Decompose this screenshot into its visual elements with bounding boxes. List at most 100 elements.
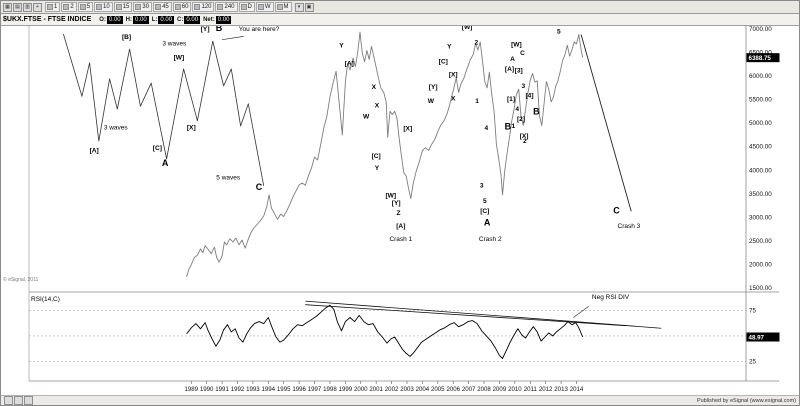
timeframe-5-button[interactable]: 5 (77, 2, 94, 12)
year-label: 2003 (400, 386, 414, 393)
rsi-annotation: Neg RSI DIV (592, 294, 630, 301)
wave-label: W (428, 98, 435, 105)
wave-label: W (363, 113, 370, 120)
timeframe-240-button[interactable]: 240 (215, 2, 238, 12)
timeframe-1-button[interactable]: 1 (45, 2, 61, 12)
timeframe-120-button[interactable]: 120 (192, 2, 215, 12)
menu-grid-icon[interactable]: ▦ (3, 2, 12, 12)
wave-label: B (505, 122, 512, 132)
wave-label: [B] (122, 34, 131, 41)
window-tab-icon[interactable] (4, 396, 13, 405)
timeframe-30-button[interactable]: 30 (133, 2, 153, 12)
year-label: 2010 (508, 386, 522, 393)
year-label: 1991 (215, 386, 229, 393)
wave-label: X (375, 103, 380, 110)
rsi-tick-label: 25 (749, 359, 757, 366)
timeframe-D-button[interactable]: D (238, 2, 255, 12)
copyright-note: © eSignal, 2011 (3, 277, 39, 283)
wave-label: C (520, 50, 525, 57)
quote-fields: O: 0.00 H: 0.00 L: 0.00 C: 0.00 Net: 0.00 (96, 15, 232, 24)
timeframe-10-button[interactable]: 10 (94, 2, 113, 12)
wave-label: C (613, 206, 620, 216)
publisher-note: Published by eSignal (www.esignal.com) (696, 397, 796, 404)
price-tick-label: 2000.00 (749, 262, 772, 269)
year-label: 2004 (416, 386, 430, 393)
wave-label: [X] (449, 71, 458, 78)
wave-label: [W] (462, 24, 473, 31)
quote-field-label: C: (177, 16, 184, 23)
wave-label: 3 (521, 83, 525, 90)
wave-label: 4 (485, 125, 489, 132)
chart-window-icon[interactable]: ▤ (13, 2, 22, 12)
year-label: 2013 (554, 386, 568, 393)
wave-label: Crash 3 (618, 223, 641, 230)
timeframe-45-button[interactable]: 45 (153, 2, 172, 12)
wave-label: [C] (372, 153, 381, 160)
wave-label: 5 (483, 198, 487, 205)
timeframe-W-button[interactable]: W (255, 2, 274, 12)
wave-label: [C] (480, 208, 489, 215)
rsi-line (186, 304, 584, 359)
last-price-badge (746, 53, 780, 63)
wave-label: [C] (439, 58, 448, 65)
year-label: 1994 (262, 386, 276, 393)
timeframe-2-button[interactable]: 2 (61, 2, 77, 12)
wave-label: [X] (187, 124, 196, 131)
wave-label: [1] (507, 96, 515, 103)
timeframe-60-button[interactable]: 60 (172, 2, 192, 12)
year-label: 2012 (539, 386, 553, 393)
add-chart-icon[interactable]: + (33, 2, 42, 12)
wave-label: [C] (153, 145, 162, 152)
timeframe-buttons: 1 2 5 10 15 30 45 60 120 240 D W M (45, 2, 292, 12)
annotation-arrow (222, 36, 244, 41)
wave-label: X (372, 84, 377, 91)
wave-label: X (451, 96, 456, 103)
wave-label: 5 (557, 29, 561, 36)
timeframe-15-button[interactable]: 15 (113, 2, 133, 12)
tools-icon[interactable]: ▣ (304, 2, 314, 12)
price-tick-label: 5500.00 (749, 97, 772, 104)
wave-label: 1 (475, 98, 479, 105)
price-tick-label: 5000.00 (749, 120, 772, 127)
symbol-title: $UKX.FTSE - FTSE INDICE (3, 16, 92, 23)
timeframe-M-button[interactable]: M (274, 2, 292, 12)
price-tick-label: 3500.00 (749, 191, 772, 198)
window-tab-icon[interactable] (24, 396, 33, 405)
quote-field-value: 0.00 (184, 15, 201, 24)
wave-label: [Y] (429, 84, 438, 91)
price-tick-label: 2500.00 (749, 238, 772, 245)
wave-label: 5 waves (216, 175, 241, 182)
wave-label: [A] (396, 223, 405, 230)
wave-label: [3] (515, 68, 523, 75)
year-label: 1990 (200, 386, 214, 393)
year-label: 2002 (385, 386, 399, 393)
wave-label: [2] (517, 116, 525, 123)
rsi-value-badge (746, 332, 780, 342)
rsi-tick-label: 75 (749, 307, 757, 314)
year-label: 1996 (292, 386, 306, 393)
year-label: 2005 (431, 386, 445, 393)
top-toolbar: ▦ ▤ ▥ + 1 2 5 10 15 30 45 60 120 240 D W M ▾ ▣ (1, 1, 799, 14)
price-tick-label: 4500.00 (749, 144, 772, 151)
rsi-trendline (305, 304, 626, 327)
wave-label: Crash 1 (389, 236, 412, 243)
dropdown-icon[interactable]: ▾ (294, 2, 304, 12)
wave-label: Crash 2 (479, 236, 502, 243)
wave-label: [Y] (392, 200, 401, 207)
year-label: 2008 (477, 386, 491, 393)
window-tab-icon[interactable] (14, 396, 23, 405)
year-label: 1997 (308, 386, 322, 393)
wave-label: A (162, 158, 169, 168)
rsi-value-badge-text: 48.97 (749, 335, 765, 342)
quote-field-value: 0.00 (158, 15, 175, 24)
layout-icon[interactable]: ▥ (23, 2, 32, 12)
price-tick-label: 7000.00 (749, 26, 772, 33)
year-label: 1992 (231, 386, 245, 393)
rsi-indicator-label: RSI(14,C) (31, 296, 60, 303)
year-label: 2009 (493, 386, 507, 393)
chart-titlebar: $UKX.FTSE - FTSE INDICE O: 0.00 H: 0.00 L: 0.… (1, 14, 799, 26)
year-label: 1989 (184, 386, 198, 393)
wave-label: 3 (480, 182, 484, 189)
